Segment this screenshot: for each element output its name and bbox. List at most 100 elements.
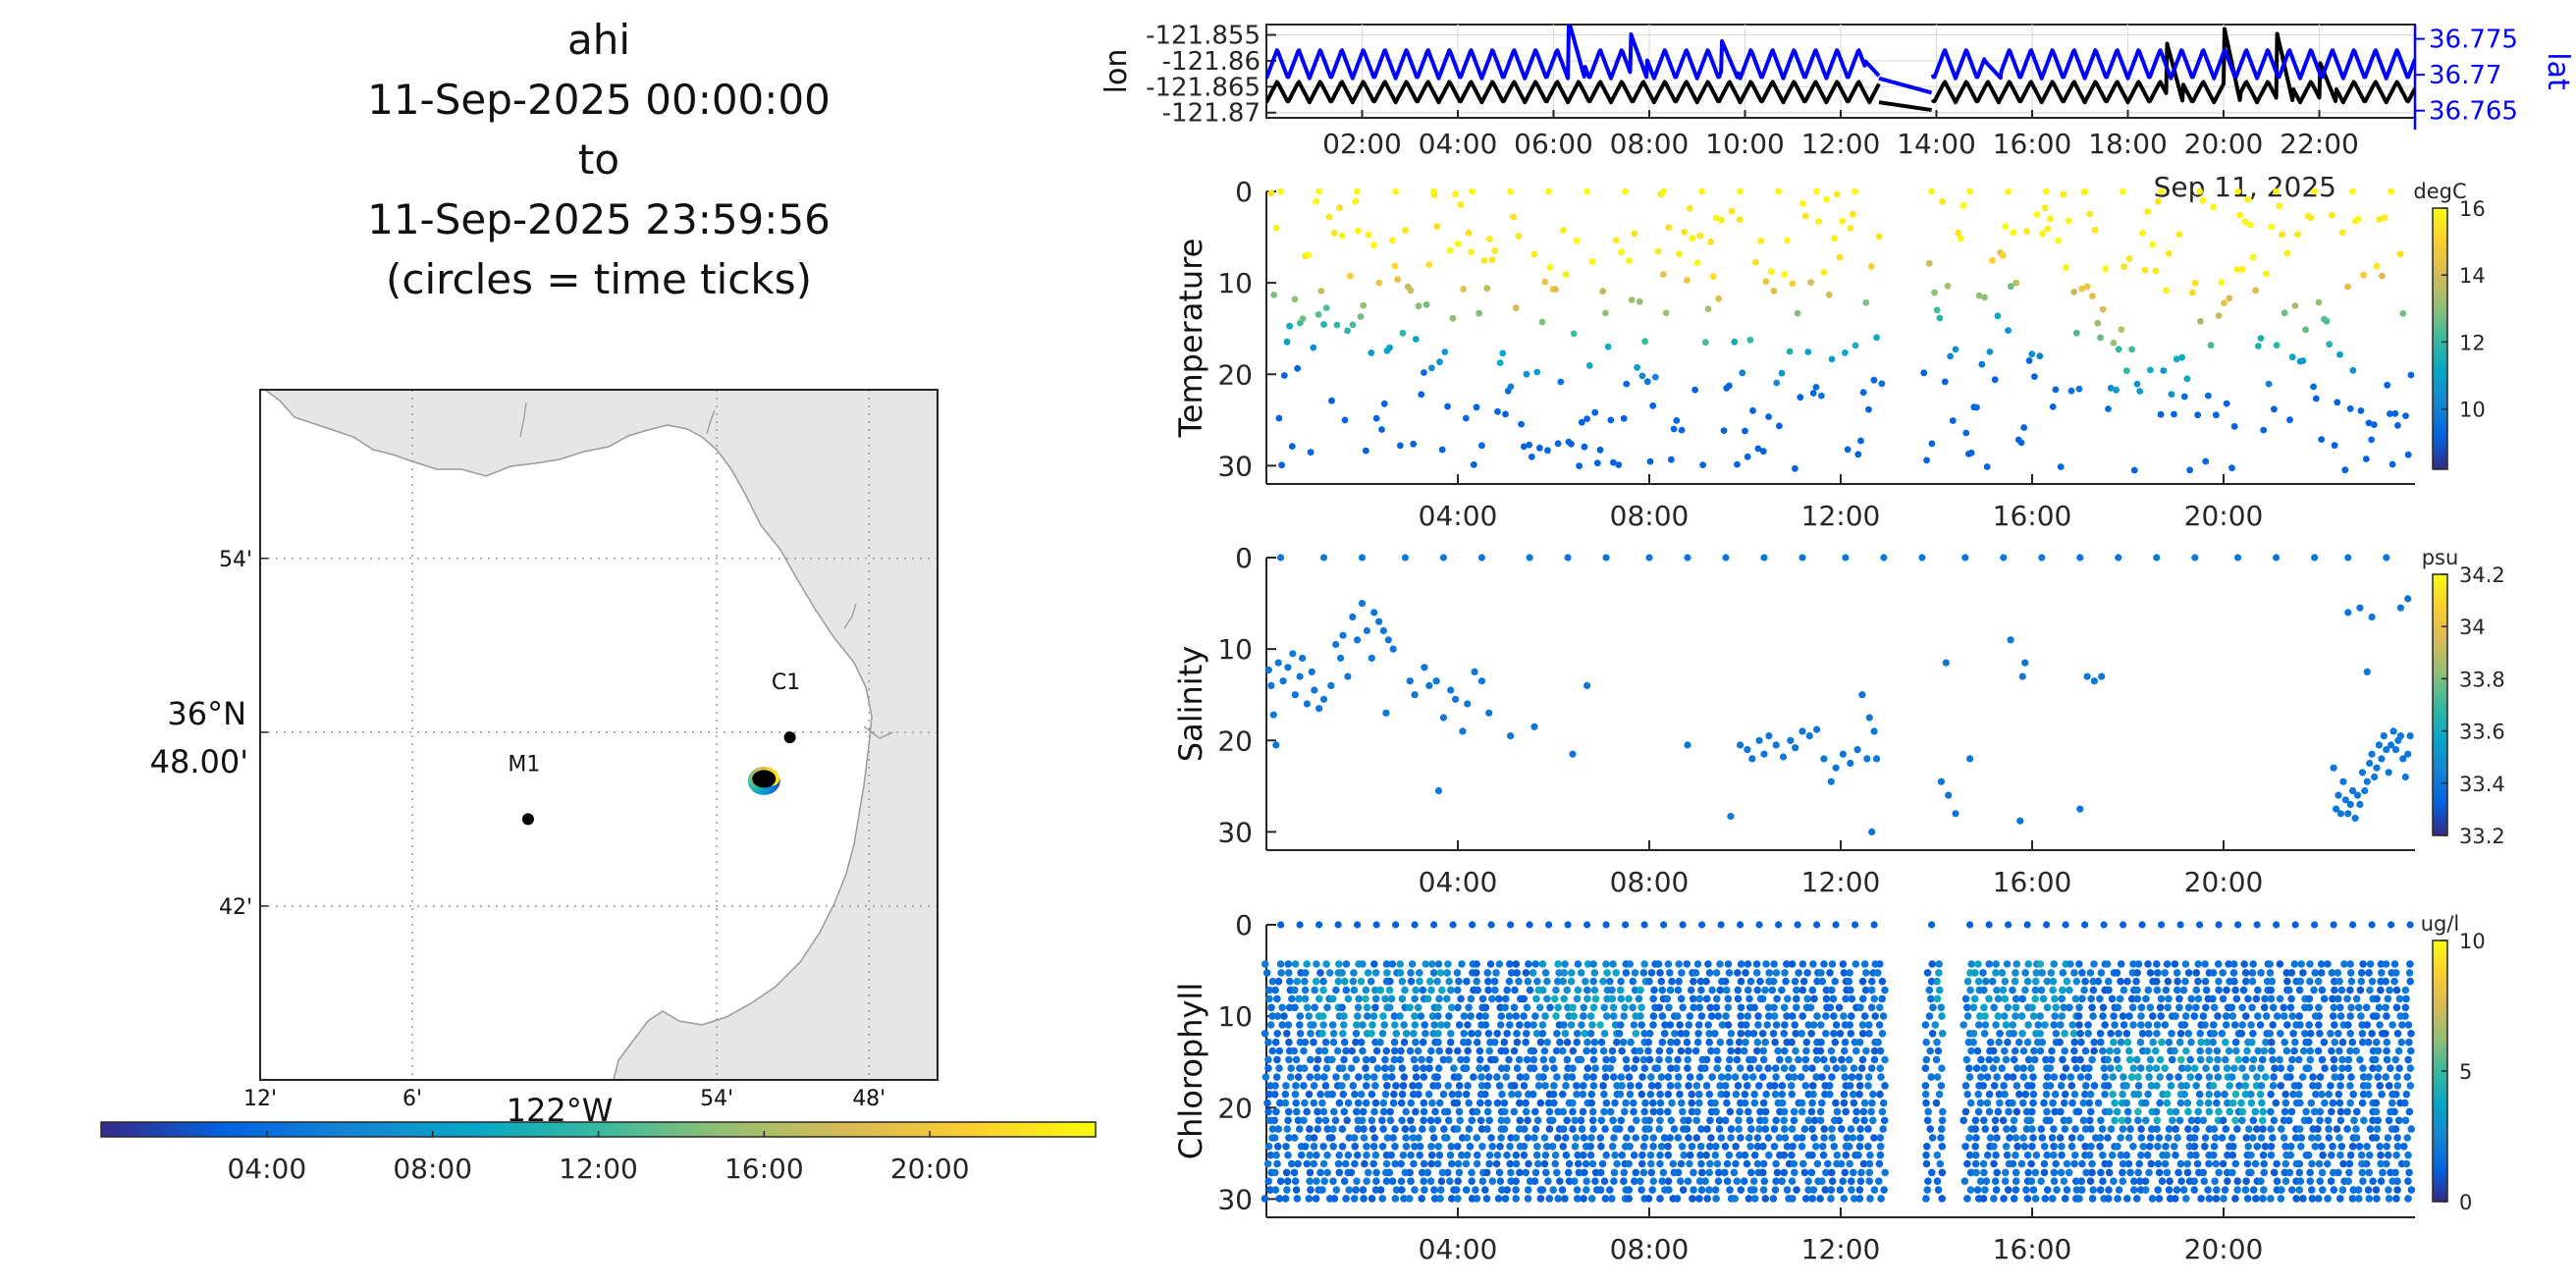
chlorophyll-point: [2070, 969, 2078, 977]
temperature-point: [2175, 231, 2183, 239]
chlorophyll-point: [1268, 977, 1277, 986]
chlorophyll-point: [1281, 1090, 1290, 1099]
chlorophyll-point: [1990, 1143, 1998, 1151]
chlorophyll-point: [2352, 1125, 2360, 1133]
chlorophyll-point: [2050, 1143, 2058, 1151]
chlorophyll-point: [1530, 1134, 1538, 1142]
chlorophyll-point: [2104, 977, 2113, 986]
chlorophyll-point: [1501, 1195, 1510, 1203]
chlorophyll-point: [2241, 1082, 2249, 1090]
salinity-point: [1447, 686, 1455, 694]
chlorophyll-point: [1632, 1168, 1640, 1177]
chlorophyll-point: [2154, 1186, 2162, 1194]
salinity-point: [1792, 744, 1799, 752]
chlorophyll-point: [2249, 1134, 2257, 1142]
chlorophyll-point: [1798, 1143, 1806, 1151]
temperature-point: [2091, 226, 2099, 234]
chlorophyll-point: [2315, 1159, 2324, 1168]
chlorophyll-point: [1349, 977, 1358, 986]
chlorophyll-point: [2230, 1064, 2238, 1072]
chlorophyll-point: [2328, 1151, 2335, 1159]
temperature-point: [1833, 190, 1841, 198]
chlorophyll-point: [1759, 1186, 1768, 1194]
chlorophyll-point: [2032, 969, 2041, 977]
chlorophyll-point: [1876, 1134, 1885, 1142]
chlorophyll-point: [2346, 960, 2354, 968]
chlorophyll-point: [1626, 1090, 1635, 1099]
chlorophyll-point: [1737, 1134, 1744, 1142]
chlorophyll-point: [1267, 1003, 1275, 1012]
chlorophyll-point: [1425, 1055, 1433, 1064]
chlorophyll-point: [1411, 1186, 1419, 1194]
salinity-point: [1296, 672, 1304, 680]
chlorophyll-point: [1959, 1116, 1967, 1125]
chlorophyll-point: [1696, 1143, 1705, 1151]
chlorophyll-point: [1610, 1134, 1618, 1142]
chlorophyll-point: [2345, 1159, 2354, 1168]
temperature-point: [1933, 306, 1941, 314]
chlorophyll-point: [1590, 1038, 1599, 1046]
chlorophyll-point: [1502, 1073, 1510, 1081]
chlorophyll-point: [2375, 1064, 2383, 1072]
chlorophyll-point: [2012, 960, 2021, 968]
chlorophyll-point: [1433, 1082, 1442, 1090]
chlorophyll-point: [2405, 1107, 2414, 1116]
chlorophyll-point: [1271, 1082, 1279, 1090]
chlorophyll-point: [1855, 1090, 1863, 1099]
temperature-point: [2399, 309, 2407, 317]
chlorophyll-point: [1637, 986, 1644, 994]
chlorophyll-point: [1979, 1195, 1988, 1203]
chlorophyll-point: [2242, 1134, 2251, 1142]
chlorophyll-point: [1778, 1090, 1787, 1099]
chlorophyll-point: [1565, 1159, 1574, 1168]
chlorophyll-point: [1514, 1090, 1523, 1099]
x-tick-label: 02:00: [1322, 128, 1402, 160]
chlorophyll-point: [2298, 1073, 2307, 1081]
temperature-point: [1825, 291, 1833, 298]
chlorophyll-point: [1627, 1125, 1636, 1133]
chlorophyll-point: [2137, 1125, 2145, 1133]
chlorophyll-point: [1747, 1168, 1755, 1177]
chlorophyll-point: [1342, 1073, 1351, 1081]
chlorophyll-point: [1793, 1134, 1800, 1142]
chlorophyll-point: [1827, 1046, 1836, 1055]
chlorophyll-point: [1503, 1030, 1511, 1038]
chlorophyll-point: [1492, 969, 1500, 977]
chlorophyll-point: [1350, 1195, 1359, 1203]
chlorophyll-point: [2022, 1186, 2030, 1194]
chlorophyll-point: [2203, 1038, 2211, 1046]
chlorophyll-point: [1430, 1021, 1438, 1029]
temperature-point: [1468, 248, 1476, 255]
chlorophyll-point: [1599, 977, 1607, 986]
chlorophyll-point: [1838, 1125, 1846, 1133]
chlorophyll-point: [1869, 1116, 1877, 1125]
chlorophyll-point: [2086, 969, 2095, 977]
chlorophyll-point: [1876, 1046, 1885, 1055]
chlorophyll-point: [1666, 986, 1675, 994]
chlorophyll-point: [2081, 1143, 2089, 1151]
chlorophyll-point: [2087, 1125, 2095, 1133]
chlorophyll-point: [1608, 986, 1616, 994]
chlorophyll-point: [1600, 1030, 1609, 1038]
salinity-point: [1798, 554, 1806, 562]
chlorophyll-point: [1781, 1125, 1789, 1133]
temperature-point: [1368, 349, 1375, 356]
chlorophyll-point: [2164, 1003, 2172, 1012]
temperature-surface-point: [2388, 188, 2395, 195]
chlorophyll-point: [1724, 960, 1733, 968]
chlorophyll-point: [1476, 1055, 1484, 1064]
chlorophyll-point: [2401, 1116, 2410, 1125]
chlorophyll-point: [2152, 1046, 2160, 1055]
temperature-point: [1422, 300, 1430, 308]
chlorophyll-point: [1261, 1030, 1269, 1038]
chlorophyll-point: [1969, 1003, 1978, 1012]
salinity-point: [1602, 554, 1610, 562]
chlorophyll-point: [1516, 1116, 1525, 1125]
chlorophyll-point: [1753, 1159, 1762, 1168]
chlorophyll-point: [1389, 1134, 1397, 1142]
chlorophyll-point: [1754, 1012, 1762, 1020]
chlorophyll-point: [2327, 1177, 2335, 1185]
chlorophyll-point: [2097, 1038, 2105, 1046]
chlorophyll-point: [1540, 1134, 1549, 1142]
chlorophyll-point: [1532, 1151, 1541, 1159]
